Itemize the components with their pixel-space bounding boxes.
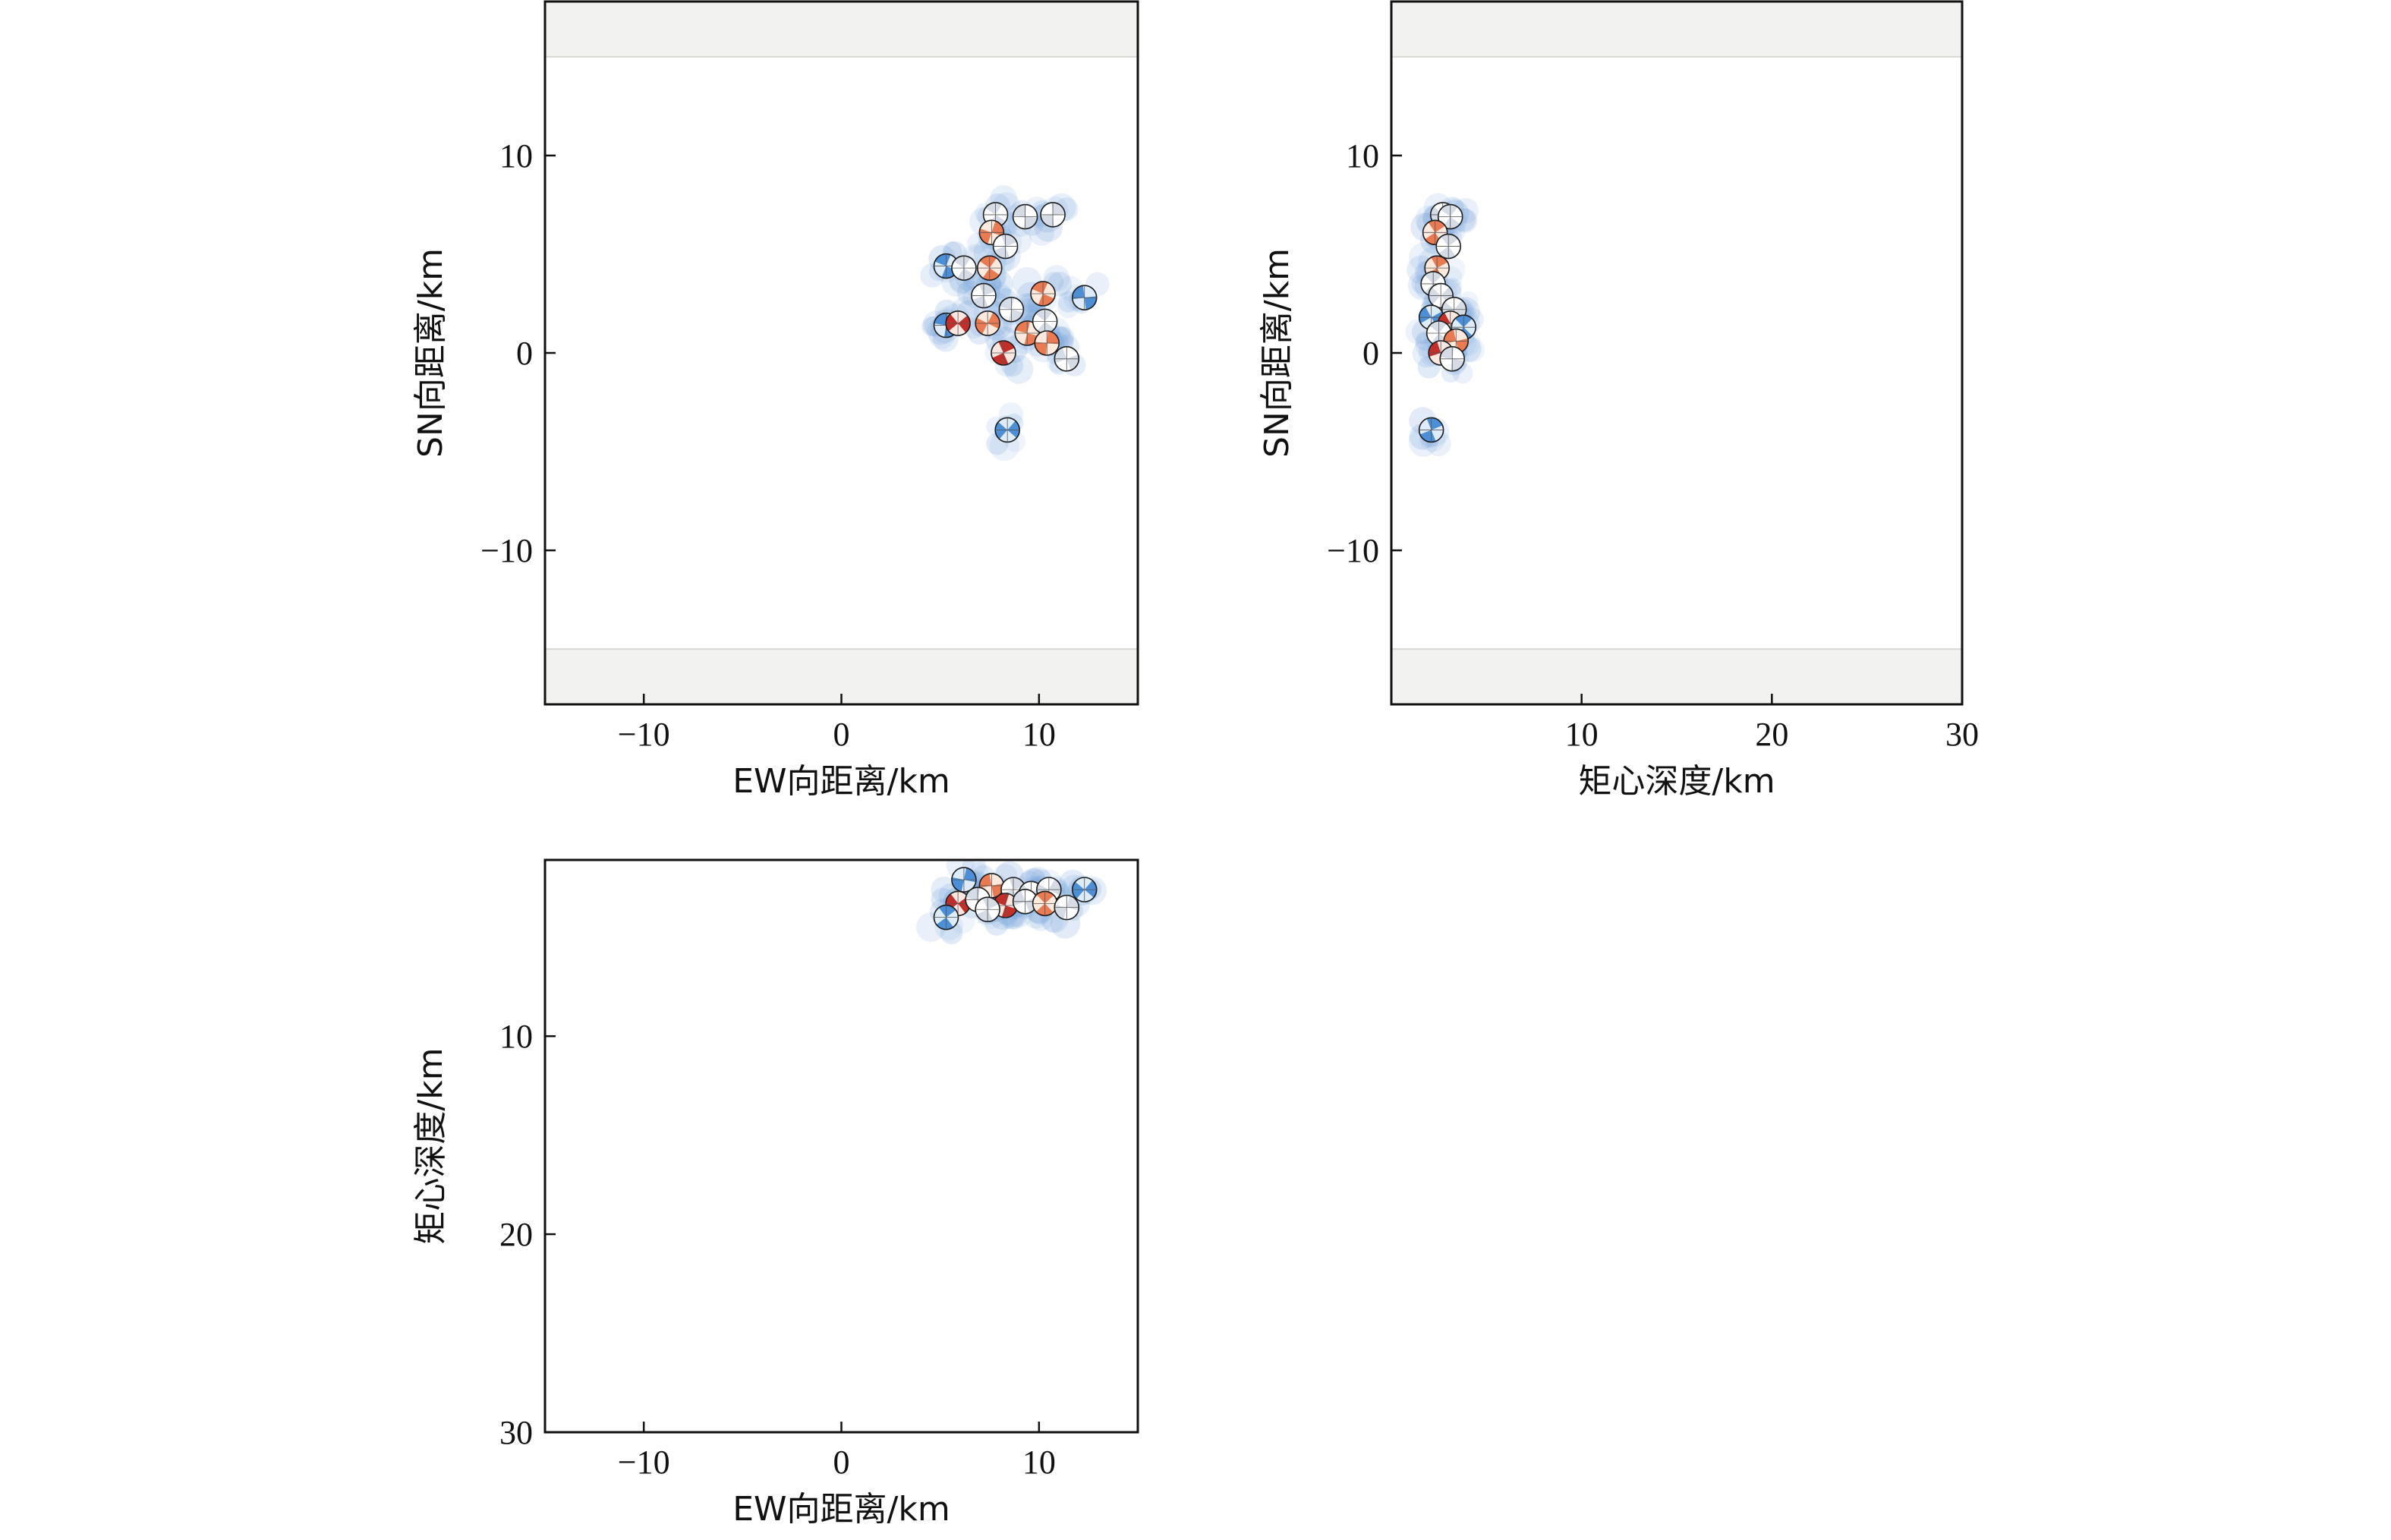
x-tick-label: 30 — [1945, 716, 1979, 753]
focal-mechanism-marker — [951, 255, 977, 281]
focal-mechanism-marker — [975, 896, 1000, 923]
focal-mechanism-marker — [994, 417, 1020, 443]
focal-mechanism-marker — [1032, 308, 1058, 335]
focal-mechanism-marker — [976, 255, 1003, 281]
focal-mechanism-marker — [933, 904, 959, 931]
y-axis-label: 矩心深度/km — [411, 1047, 450, 1244]
mechanism-markers — [933, 202, 1098, 443]
density-blob — [1029, 220, 1054, 246]
focal-mechanism-marker — [1040, 202, 1066, 228]
x-tick-label: 10 — [1022, 1444, 1056, 1481]
x-tick-label: 0 — [833, 1444, 850, 1481]
y-tick-label: −10 — [1327, 532, 1379, 569]
panel-map-view: −10 0 10 −10 0 10 EW向距离/km SN向距离/km — [411, 0, 1139, 801]
focal-mechanism-marker — [1418, 417, 1444, 443]
focal-mechanism-marker — [1012, 203, 1038, 230]
focal-mechanism-marker — [971, 282, 997, 309]
y-tick-label: −10 — [480, 532, 533, 569]
focal-mechanism-marker — [975, 310, 1000, 336]
mechanism-markers — [1418, 202, 1477, 443]
x-tick-label: 20 — [1755, 716, 1788, 753]
focal-mechanism-marker — [1054, 346, 1080, 372]
panel-depth-vs-sn: 10 20 30 −10 0 10 矩心深度/km SN向距离/km — [1258, 0, 1979, 801]
focal-mechanism-marker — [1071, 877, 1098, 902]
x-tick-label: −10 — [618, 1444, 670, 1481]
focal-mechanism-marker — [1034, 330, 1060, 356]
panel-ew-vs-depth: −10 0 10 10 20 30 EW向距离/km 矩心深度/km — [411, 858, 1139, 1529]
y-tick-label: 10 — [499, 1018, 533, 1055]
y-axis-label: SN向距离/km — [411, 248, 450, 458]
x-tick-label: −10 — [618, 716, 670, 753]
axis-ticks: 10 20 30 −10 0 10 — [1327, 137, 1979, 753]
shaded-bands — [1391, 2, 1962, 704]
axis-ticks: −10 0 10 10 20 30 — [499, 1018, 1056, 1481]
focal-mechanism-marker — [1014, 320, 1041, 346]
focal-mechanism-marker — [998, 296, 1025, 323]
x-axis-label: EW向距离/km — [732, 1490, 950, 1529]
focal-mechanism-marker — [991, 340, 1016, 366]
shaded-band — [1391, 649, 1962, 704]
focal-mechanism-marker — [1071, 285, 1098, 310]
y-axis-label: SN向距离/km — [1258, 248, 1296, 458]
y-tick-label: 10 — [499, 137, 533, 175]
mechanism-markers — [933, 867, 1098, 931]
x-axis-label: EW向距离/km — [732, 762, 950, 801]
focal-mechanism-marker — [1439, 346, 1466, 372]
focal-mechanism-marker — [1030, 281, 1056, 307]
axis-ticks: −10 0 10 −10 0 10 — [480, 137, 1056, 753]
x-tick-label: 10 — [1565, 716, 1599, 753]
shaded-band — [545, 2, 1138, 57]
focal-mechanism-marker — [992, 233, 1019, 260]
y-tick-label: 0 — [516, 335, 533, 372]
focal-mechanism-marker — [1435, 233, 1461, 260]
focal-mechanism-marker — [1437, 203, 1463, 230]
y-tick-label: 20 — [499, 1216, 533, 1253]
shaded-band — [1391, 2, 1962, 57]
y-tick-label: 30 — [499, 1414, 533, 1451]
focal-mechanism-marker — [945, 310, 971, 336]
y-tick-label: 10 — [1346, 137, 1379, 175]
y-tick-label: 0 — [1362, 335, 1379, 372]
x-axis-label: 矩心深度/km — [1578, 762, 1775, 801]
focal-mechanism-marker — [1032, 890, 1058, 917]
x-tick-label: 0 — [833, 716, 850, 753]
x-tick-label: 10 — [1022, 716, 1056, 753]
focal-mechanism-marker — [951, 867, 977, 893]
focal-mechanism-marker — [1054, 894, 1080, 921]
